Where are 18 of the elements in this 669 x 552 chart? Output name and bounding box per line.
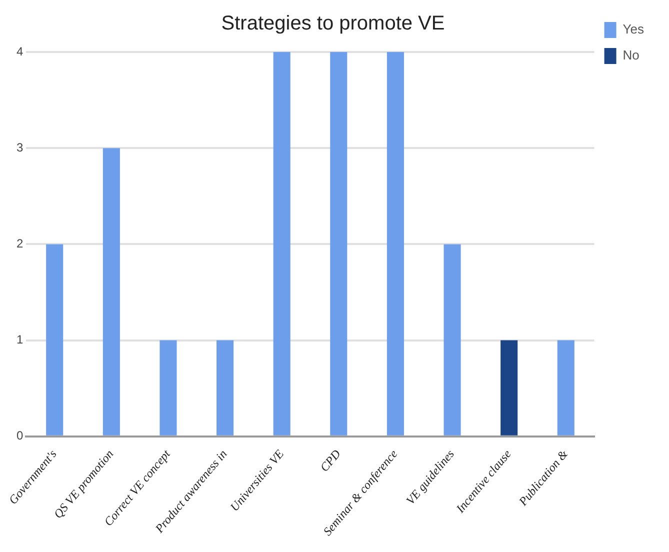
bar xyxy=(273,52,290,436)
bar xyxy=(557,340,574,436)
bar xyxy=(500,340,518,436)
bar xyxy=(330,52,348,436)
y-tick-label: 1 xyxy=(16,332,24,347)
chart-title: Strategies to promote VE xyxy=(221,12,445,35)
y-tick-label: 4 xyxy=(16,44,24,58)
bar xyxy=(444,244,461,436)
y-tick-label: 3 xyxy=(16,140,24,154)
bar xyxy=(46,244,64,436)
bar xyxy=(160,340,177,436)
y-tick-label: 2 xyxy=(16,236,24,250)
y-tick-label: 0 xyxy=(16,428,24,443)
legend-label: Yes xyxy=(622,22,644,37)
bar xyxy=(102,148,120,436)
legend-label: No xyxy=(622,48,640,63)
bar xyxy=(216,340,234,436)
bar xyxy=(386,52,404,436)
